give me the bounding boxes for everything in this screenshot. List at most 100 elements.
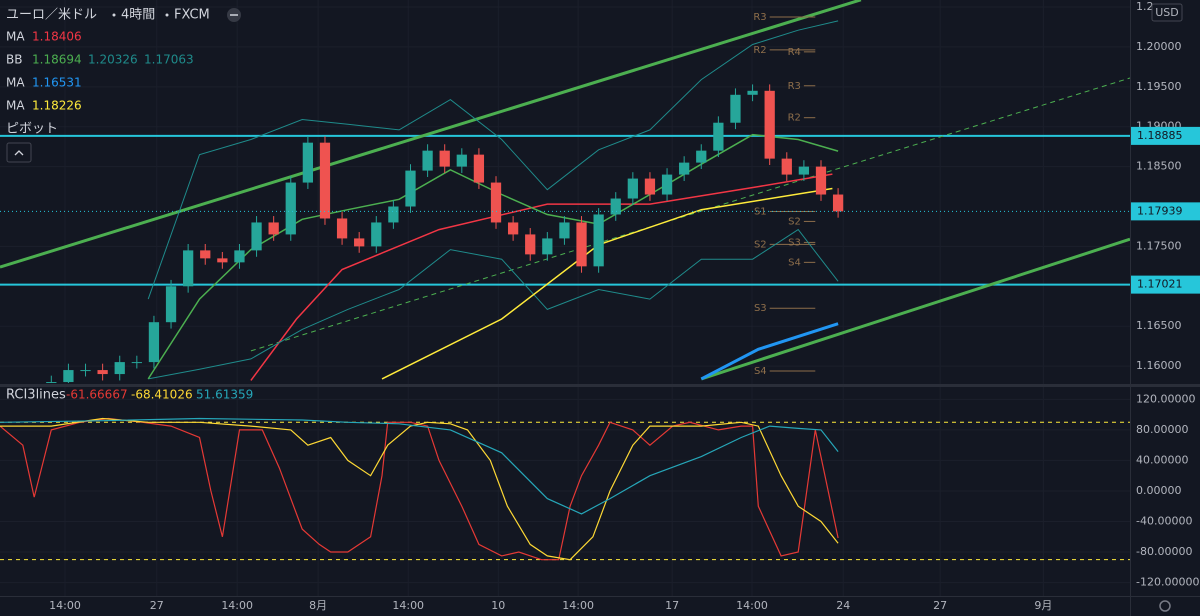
candle-body (422, 150, 433, 171)
pivot-name: ピボット (6, 122, 58, 137)
pivot-label: R3 (753, 12, 766, 23)
settings-button[interactable] (1159, 600, 1171, 612)
y-tick-label: -40.00000 (1136, 515, 1192, 528)
candle-body (593, 214, 604, 267)
x-tick-label: 14:00 (392, 599, 424, 612)
candle-body (661, 174, 673, 195)
legend-name: MA (6, 30, 25, 44)
candle-body (610, 198, 621, 215)
candle-body (302, 142, 314, 183)
pivot-label: R4 (788, 47, 801, 58)
separator-dot (165, 13, 169, 17)
x-tick-label: 14:00 (221, 599, 253, 612)
candle-body (798, 166, 810, 175)
settings-icon[interactable] (1159, 600, 1171, 612)
trend-line (0, 0, 862, 269)
hide-button[interactable] (227, 8, 241, 22)
legend-name: MA (6, 76, 25, 90)
rci-title: RCI3lines (6, 388, 66, 403)
grid (0, 0, 1130, 596)
collapse-icon[interactable] (14, 150, 24, 156)
price-label-box (1131, 202, 1200, 221)
separator-dot (112, 13, 116, 17)
candle-body (371, 222, 382, 247)
candle-body (405, 170, 416, 207)
pivot-label: S2 (754, 239, 767, 250)
candle-body (165, 286, 177, 323)
trend-line (250, 77, 1130, 352)
indicator-line (147, 133, 839, 380)
price-label-box (1131, 126, 1200, 145)
currency-badge[interactable]: USD (1151, 3, 1183, 22)
candle-body (525, 234, 536, 255)
legend-name: BB (6, 53, 22, 67)
candle-body (764, 90, 775, 159)
source: FXCM (174, 8, 210, 23)
axes: 14:00 27 14:00 8月 14:00 10 14:00 17 14:00 24 27 9月 1… (49, 0, 1200, 612)
candle-body (97, 370, 108, 375)
x-tick-label: 9月 (1034, 599, 1052, 612)
pivot-label: S2 (788, 216, 801, 227)
y-tick-label: 1.16500 (1136, 319, 1182, 332)
symbol-title: ユーロ／米ドル (6, 8, 97, 23)
currency[interactable]: USD (1155, 6, 1179, 19)
x-tick-label: 10 (491, 599, 505, 612)
trend-line (700, 237, 1130, 381)
rci-line (0, 417, 839, 515)
legend-value: 1.20326 (88, 53, 138, 67)
legend-value: 1.18226 (32, 99, 82, 113)
y-tick-label: 40.00000 (1136, 453, 1189, 466)
candle-body (148, 322, 160, 363)
x-tick-label: 27 (150, 599, 164, 612)
rci-line (0, 417, 839, 561)
y-tick-label: -80.00000 (1136, 545, 1192, 558)
candle-body (713, 122, 724, 151)
pivot-label: S4 (788, 257, 801, 268)
y-tick-label: 1.19500 (1136, 80, 1182, 93)
candle-body (131, 362, 142, 364)
pivot-label: S4 (754, 366, 767, 377)
collapse-button-bg[interactable] (6, 142, 32, 163)
legend-value: -68.41026 (131, 388, 193, 402)
price-label: 1.18885 (1137, 129, 1183, 142)
candle-body (747, 90, 758, 95)
pivot-label: R2 (753, 45, 766, 56)
candle-body (473, 154, 485, 183)
last-price-label: 1.17939 (1137, 204, 1183, 217)
pivot-label: S3 (788, 237, 801, 248)
candle-body (679, 162, 690, 175)
candle-body (644, 178, 656, 195)
y-tick-label: -120.00000 (1136, 576, 1199, 589)
price-label: 1.17021 (1137, 278, 1183, 291)
candle-body (285, 182, 296, 235)
candle-body (627, 178, 638, 199)
candle-body (46, 382, 57, 383)
candle-body (200, 250, 211, 259)
currency-box[interactable] (1151, 3, 1183, 22)
y-tick-label: 1.18500 (1136, 160, 1182, 173)
collapse-button[interactable] (6, 142, 32, 163)
candle-body (456, 154, 467, 167)
x-tick-label: 14:00 (49, 599, 81, 612)
rci-pane (0, 417, 1130, 561)
candle-body (559, 222, 570, 239)
pivot-label: S3 (754, 303, 767, 314)
legend: ユーロ／米ドル 4時間 FXCM ピボット RCI3lines MA 1.1840… (6, 8, 253, 403)
candle-body (319, 142, 331, 219)
pivot-label: S1 (754, 206, 767, 217)
y-tick-label: 1.2 (1136, 0, 1154, 13)
candle-body (114, 362, 125, 375)
price-pane: R3 R2 S1 S2 S3 S4 R4 R3 R2 S2 S3 S4 (0, 0, 1130, 383)
y-tick-label: 1.17500 (1136, 239, 1182, 252)
candle-body (832, 194, 844, 212)
candle-body (234, 250, 245, 263)
candle-body (388, 206, 399, 223)
pivot-label: R3 (788, 81, 801, 92)
legend-value: 51.61359 (196, 388, 253, 402)
candle-body (730, 94, 741, 123)
candle-body (439, 150, 450, 167)
legend-value: 1.18406 (32, 30, 82, 44)
y-tick-label: 80.00000 (1136, 423, 1189, 436)
